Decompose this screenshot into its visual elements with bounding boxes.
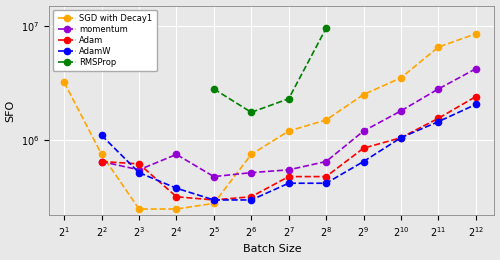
- SGD with Decay1: [248, 153, 254, 156]
- AdamW: [472, 103, 478, 106]
- SGD with Decay1: [323, 118, 329, 121]
- momentum: [286, 168, 292, 171]
- AdamW: [398, 136, 404, 139]
- momentum: [174, 153, 180, 156]
- SGD with Decay1: [398, 76, 404, 80]
- RMSProp: [211, 87, 217, 90]
- Adam: [360, 147, 366, 150]
- Adam: [211, 198, 217, 202]
- AdamW: [98, 134, 104, 137]
- SGD with Decay1: [360, 93, 366, 96]
- RMSProp: [286, 97, 292, 100]
- Adam: [98, 160, 104, 163]
- Line: SGD with Decay1: SGD with Decay1: [61, 31, 479, 212]
- SGD with Decay1: [174, 207, 180, 211]
- momentum: [211, 175, 217, 178]
- momentum: [136, 168, 142, 171]
- Adam: [248, 195, 254, 198]
- AdamW: [360, 160, 366, 163]
- SGD with Decay1: [286, 129, 292, 133]
- Adam: [472, 95, 478, 98]
- AdamW: [211, 198, 217, 202]
- Adam: [398, 136, 404, 139]
- Line: momentum: momentum: [98, 66, 479, 180]
- Y-axis label: SFO: SFO: [6, 99, 16, 122]
- Adam: [323, 175, 329, 178]
- SGD with Decay1: [98, 153, 104, 156]
- SGD with Decay1: [211, 202, 217, 205]
- momentum: [360, 129, 366, 133]
- momentum: [472, 67, 478, 70]
- AdamW: [323, 182, 329, 185]
- momentum: [398, 109, 404, 113]
- X-axis label: Batch Size: Batch Size: [242, 244, 301, 255]
- Line: AdamW: AdamW: [98, 101, 479, 203]
- Adam: [136, 162, 142, 165]
- SGD with Decay1: [61, 81, 67, 84]
- Line: Adam: Adam: [98, 94, 479, 203]
- RMSProp: [323, 27, 329, 30]
- momentum: [323, 160, 329, 163]
- AdamW: [286, 182, 292, 185]
- momentum: [248, 171, 254, 174]
- Adam: [436, 117, 442, 120]
- AdamW: [174, 187, 180, 190]
- AdamW: [436, 120, 442, 123]
- RMSProp: [248, 111, 254, 114]
- Line: RMSProp: RMSProp: [210, 25, 329, 115]
- AdamW: [136, 171, 142, 174]
- momentum: [436, 87, 442, 90]
- momentum: [98, 160, 104, 163]
- SGD with Decay1: [472, 32, 478, 35]
- Adam: [174, 195, 180, 198]
- Adam: [286, 175, 292, 178]
- AdamW: [248, 198, 254, 202]
- Legend: SGD with Decay1, momentum, Adam, AdamW, RMSProp: SGD with Decay1, momentum, Adam, AdamW, …: [54, 10, 156, 72]
- SGD with Decay1: [136, 207, 142, 211]
- SGD with Decay1: [436, 46, 442, 49]
